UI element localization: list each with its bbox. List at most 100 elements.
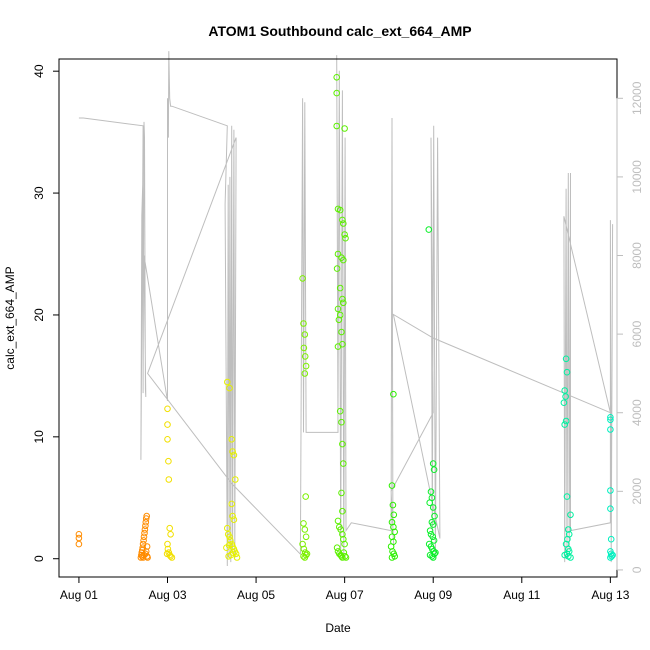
data-point — [302, 533, 310, 541]
data-point — [142, 515, 150, 522]
data-point — [429, 460, 437, 467]
data-point — [339, 531, 346, 538]
data-point — [334, 305, 342, 313]
data-point — [562, 417, 570, 425]
x-tick-label: Aug 01 — [60, 588, 98, 602]
data-point — [301, 370, 309, 377]
data-point — [226, 384, 233, 392]
data-point — [339, 216, 346, 224]
data-point — [609, 551, 616, 559]
data-point — [340, 460, 347, 467]
data-point — [429, 533, 437, 541]
data-point — [607, 414, 614, 421]
data-point — [140, 533, 148, 541]
data-point — [75, 531, 83, 538]
data-point — [142, 548, 150, 555]
x-tick-label: Aug 13 — [591, 588, 629, 602]
data-point — [143, 512, 150, 520]
data-point — [607, 505, 614, 513]
grey-trace-line — [78, 51, 614, 567]
data-point — [341, 231, 348, 238]
data-point — [139, 544, 146, 552]
y-axis-label: calc_ext_664_AMP — [3, 266, 17, 369]
data-point — [230, 451, 238, 459]
data-point — [607, 487, 614, 494]
series-6 — [387, 390, 399, 561]
data-point — [607, 416, 614, 424]
data-point — [427, 488, 435, 496]
x-tick-label: Aug 03 — [148, 588, 186, 602]
data-point — [300, 344, 308, 352]
y-tick-label: 10 — [32, 430, 46, 444]
data-point — [142, 522, 149, 530]
data-point — [339, 507, 346, 515]
axes-layer: Aug 01 Aug 03 Aug 05 Aug 07 Aug 09 Aug 11 Aug … — [32, 58, 644, 602]
data-point — [228, 436, 235, 443]
data-point — [140, 537, 147, 544]
data-point — [335, 316, 343, 324]
y2-tick-label: 2000 — [630, 478, 644, 505]
data-point — [336, 311, 344, 319]
data-point — [339, 295, 346, 303]
y2-tick-label: 8000 — [630, 242, 644, 269]
series-1 — [137, 512, 151, 561]
y2-tick-label: 12000 — [630, 81, 644, 115]
data-point — [429, 521, 437, 528]
data-point — [164, 421, 171, 428]
data-point — [389, 501, 397, 509]
data-point — [143, 543, 151, 550]
data-point — [342, 554, 350, 561]
y-tick-label: 40 — [32, 64, 46, 78]
data-point — [301, 331, 309, 338]
data-point — [340, 220, 347, 227]
data-point — [230, 516, 238, 524]
data-point — [333, 74, 341, 81]
data-point — [341, 125, 348, 132]
data-point — [339, 440, 346, 448]
data-point — [340, 256, 347, 264]
data-point — [141, 529, 148, 537]
data-point — [336, 206, 344, 214]
data-point — [430, 537, 438, 544]
data-point — [339, 340, 346, 348]
data-point — [168, 554, 176, 561]
data-point — [164, 540, 171, 548]
data-point — [334, 517, 342, 525]
data-point — [228, 500, 235, 508]
data-point — [562, 393, 569, 400]
data-point — [338, 489, 345, 497]
data-point — [229, 549, 237, 556]
data-point — [388, 482, 396, 489]
data-point — [300, 320, 307, 327]
data-point — [336, 407, 344, 415]
data-point — [390, 390, 397, 398]
x-tick-label: Aug 05 — [237, 588, 275, 602]
data-point — [561, 387, 569, 394]
data-point — [166, 524, 173, 532]
data-point — [139, 554, 147, 561]
data-point — [388, 554, 396, 561]
data-point — [232, 476, 239, 483]
data-point — [142, 518, 150, 526]
data-point — [164, 436, 171, 443]
grey-trace-layer — [78, 51, 614, 567]
data-point — [164, 405, 171, 413]
data-point — [426, 499, 434, 507]
data-point — [607, 550, 615, 558]
y2-tick-label: 6000 — [630, 320, 644, 347]
data-point — [562, 355, 570, 363]
data-point — [561, 421, 569, 428]
data-point — [299, 275, 306, 282]
data-point — [338, 418, 345, 426]
data-point — [302, 493, 310, 500]
data-point — [341, 553, 349, 560]
data-point — [608, 553, 616, 560]
data-point — [426, 527, 434, 535]
data-point — [165, 457, 172, 465]
data-point — [163, 550, 171, 558]
data-point — [75, 534, 83, 542]
data-point — [561, 551, 569, 559]
y-tick-label: 0 — [32, 555, 46, 562]
data-point — [333, 265, 341, 272]
